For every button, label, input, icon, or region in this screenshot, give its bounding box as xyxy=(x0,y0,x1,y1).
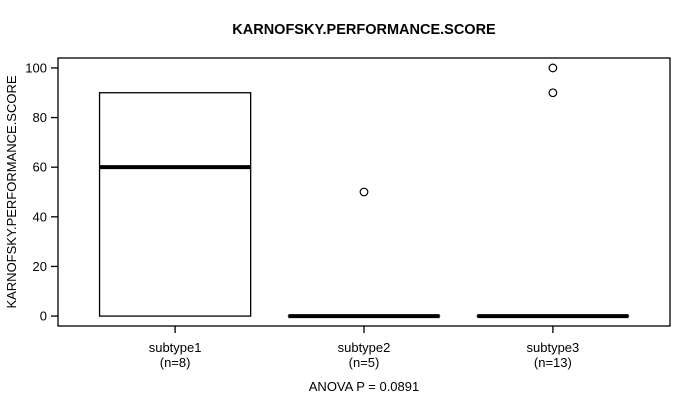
outlier-point xyxy=(548,88,558,98)
x-tick-label: subtype3 xyxy=(527,340,580,355)
y-axis-label: KARNOFSKY.PERFORMANCE.SCORE xyxy=(4,75,19,308)
x-tick-label: subtype1 xyxy=(149,340,202,355)
plot-area: 0 20 40 60 80 100 subtype1(n=8) subtype2(n=5) su… xyxy=(25,57,671,370)
outlier-point xyxy=(548,63,558,73)
chart-title: KARNOFSKY.PERFORMANCE.SCORE xyxy=(232,22,496,38)
y-tick-label: 20 xyxy=(33,259,47,274)
y-tick-label: 40 xyxy=(33,209,47,224)
y-tick-label: 100 xyxy=(25,60,47,75)
y-tick-label: 60 xyxy=(33,160,47,175)
anova-annotation: ANOVA P = 0.0891 xyxy=(309,379,419,394)
y-tick-label: 80 xyxy=(33,110,47,125)
x-tick-sublabel: (n=5) xyxy=(349,355,380,370)
outlier-point xyxy=(359,187,369,197)
x-tick-sublabel: (n=13) xyxy=(534,355,572,370)
iqr-box xyxy=(98,92,252,317)
x-tick-sublabel: (n=8) xyxy=(160,355,191,370)
y-tick-label: 0 xyxy=(40,309,47,324)
x-tick-label: subtype2 xyxy=(338,340,391,355)
